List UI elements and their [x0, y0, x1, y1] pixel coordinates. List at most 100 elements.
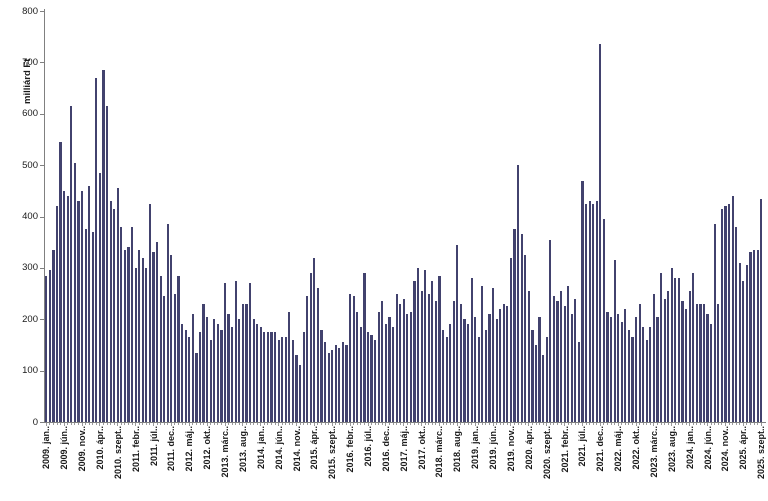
- x-tick: [60, 423, 62, 425]
- y-tick: [40, 319, 44, 321]
- x-tick: [367, 423, 369, 426]
- x-tick-label: 2018. márc..: [434, 426, 445, 478]
- bar: [384, 324, 387, 422]
- x-tick: [138, 423, 140, 425]
- x-tick: [178, 423, 180, 425]
- x-tick: [260, 423, 262, 426]
- y-tick-label: 600: [22, 108, 38, 120]
- x-tick: [757, 423, 759, 425]
- x-tick: [760, 423, 762, 426]
- x-tick: [163, 423, 165, 425]
- x-tick: [278, 423, 280, 426]
- x-tick: [496, 423, 498, 425]
- bar: [338, 347, 341, 422]
- x-tick: [360, 423, 362, 425]
- bar: [567, 285, 570, 422]
- bar: [506, 306, 509, 422]
- bar: [742, 280, 745, 422]
- bar: [699, 303, 702, 422]
- bar: [266, 332, 269, 422]
- bar: [234, 280, 237, 422]
- x-tick: [170, 423, 172, 426]
- bar: [613, 260, 616, 422]
- x-tick: [99, 423, 101, 426]
- bar: [513, 229, 516, 422]
- bar: [216, 324, 219, 422]
- x-tick: [70, 423, 72, 425]
- x-tick-label: 2015. ápr..: [309, 426, 320, 470]
- bar: [492, 288, 495, 422]
- bar: [359, 326, 362, 422]
- bar: [370, 334, 373, 422]
- x-tick: [671, 423, 673, 426]
- x-tick: [346, 423, 348, 425]
- bar: [281, 337, 284, 422]
- bar: [617, 314, 620, 422]
- x-tick: [67, 423, 69, 425]
- bar: [681, 301, 684, 422]
- bar: [313, 257, 316, 422]
- x-tick: [296, 423, 297, 426]
- x-tick: [739, 423, 741, 425]
- x-tick: [388, 423, 390, 425]
- x-tick: [646, 423, 648, 425]
- x-tick-label: 2017. okt..: [416, 426, 427, 470]
- bar: [409, 311, 412, 422]
- x-tick: [235, 423, 237, 425]
- bar: [130, 226, 134, 422]
- y-tick: [40, 11, 44, 12]
- bar: [341, 342, 345, 422]
- bar: [116, 188, 119, 422]
- x-tick: [478, 423, 480, 425]
- x-tick: [267, 423, 269, 425]
- x-tick-label: 2011. dec..: [166, 426, 177, 472]
- bar: [334, 344, 337, 422]
- bar: [84, 229, 87, 422]
- x-tick-label: 2010. ápr..: [94, 426, 105, 470]
- x-tick: [578, 423, 580, 425]
- bar: [642, 326, 645, 422]
- bar: [184, 329, 187, 422]
- bar: [752, 249, 756, 422]
- bar: [563, 306, 566, 422]
- x-tick: [614, 423, 616, 425]
- bar: [574, 298, 577, 422]
- x-tick: [145, 423, 147, 425]
- x-tick: [564, 423, 566, 426]
- bar: [552, 296, 555, 422]
- y-axis-line: [44, 9, 45, 423]
- x-tick: [45, 423, 47, 426]
- bar: [252, 319, 255, 422]
- bar: [452, 301, 455, 422]
- x-tick: [188, 423, 190, 426]
- bar: [738, 262, 741, 422]
- x-tick: [288, 423, 290, 425]
- bar: [606, 311, 609, 422]
- x-tick: [667, 423, 669, 425]
- x-tick: [746, 423, 748, 425]
- bar: [177, 275, 180, 422]
- bar: [123, 249, 127, 422]
- bar: [402, 298, 405, 422]
- bar: [166, 224, 169, 422]
- bar: [220, 329, 223, 422]
- x-tick-label: 2015. szept..: [327, 426, 338, 480]
- bar: [48, 270, 51, 422]
- x-tick: [353, 423, 355, 425]
- x-tick: [642, 423, 644, 425]
- x-tick-label: 2018. aug..: [452, 426, 463, 473]
- x-tick: [453, 423, 455, 425]
- bar: [652, 293, 656, 422]
- x-tick: [510, 423, 512, 426]
- x-tick: [421, 423, 423, 426]
- x-tick: [181, 423, 183, 425]
- bar: [63, 190, 66, 422]
- x-tick: [657, 423, 659, 425]
- x-tick-label: 2024. jan..: [684, 426, 695, 470]
- bar: [474, 316, 477, 422]
- y-tick-label: 500: [22, 159, 38, 171]
- x-tick: [242, 423, 244, 426]
- x-tick: [335, 423, 337, 425]
- x-tick: [324, 423, 326, 425]
- bar: [449, 324, 452, 422]
